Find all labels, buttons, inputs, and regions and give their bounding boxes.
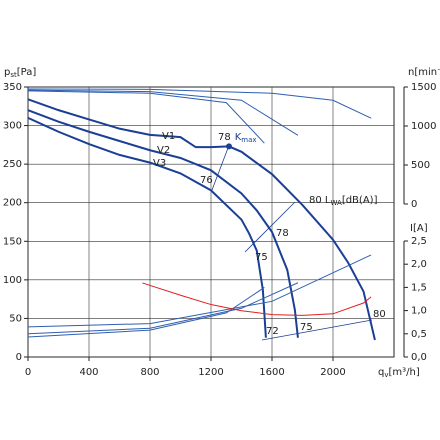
label-part: [Pa] bbox=[17, 67, 37, 78]
y-tick-label: 200 bbox=[3, 198, 22, 209]
x-tick-label: 1200 bbox=[198, 367, 223, 378]
series-line bbox=[142, 282, 372, 316]
y-tick-label: 250 bbox=[3, 159, 22, 170]
label-part: 80 L bbox=[309, 195, 331, 206]
y2-tick-label: 0 bbox=[411, 199, 417, 210]
y-tick-label: 350 bbox=[3, 82, 22, 93]
sound-level: 75 bbox=[300, 322, 313, 333]
label-sub: max bbox=[241, 136, 256, 144]
n-axis-title: n[min⁻¹] bbox=[408, 67, 440, 78]
sound-level: 75 bbox=[255, 252, 268, 263]
series-line bbox=[27, 88, 372, 119]
label-part: p bbox=[4, 67, 10, 78]
label-sub: st bbox=[10, 71, 17, 79]
x-tick-label: 800 bbox=[140, 367, 159, 378]
label-part: q bbox=[378, 367, 384, 378]
sound-level: 78 bbox=[276, 228, 289, 239]
i-axis-title: I[A] bbox=[410, 223, 428, 234]
series-label: V3 bbox=[153, 158, 166, 169]
label-sub: v bbox=[384, 371, 388, 379]
series-line bbox=[27, 89, 299, 136]
y-tick-label: 100 bbox=[3, 275, 22, 286]
series-label: V2 bbox=[157, 145, 170, 156]
y3-tick-label: 0,5 bbox=[411, 329, 427, 340]
x-tick-label: 1600 bbox=[259, 367, 284, 378]
x-tick-label: 0 bbox=[25, 367, 31, 378]
y3-tick-label: 1,0 bbox=[411, 306, 427, 317]
label-part: [m³/h] bbox=[389, 367, 420, 378]
y-tick-label: 50 bbox=[9, 313, 22, 324]
series-line bbox=[27, 90, 265, 144]
sound-level: 76 bbox=[200, 175, 213, 186]
label-part: 78 bbox=[218, 132, 231, 143]
y-tick-label: 300 bbox=[3, 121, 22, 132]
sound-line bbox=[211, 147, 229, 191]
label: pst[Pa] bbox=[4, 67, 36, 79]
series-line bbox=[27, 109, 299, 338]
y2-tick-label: 1000 bbox=[411, 121, 436, 132]
series-label: V1 bbox=[162, 131, 175, 142]
y3-tick-label: 2,0 bbox=[411, 259, 427, 270]
series-line bbox=[27, 286, 265, 338]
y3-tick-label: 2,5 bbox=[411, 236, 427, 247]
label-part: K bbox=[235, 132, 242, 143]
y2-tick-label: 1500 bbox=[411, 82, 436, 93]
label: 80 LWA[dB(A)] bbox=[309, 195, 378, 207]
series-line bbox=[27, 116, 267, 338]
series-line bbox=[27, 98, 376, 341]
label-sub: WA bbox=[330, 199, 342, 207]
label: qv[m³/h] bbox=[378, 367, 420, 379]
y2-tick-label: 500 bbox=[411, 160, 430, 171]
y-tick-label: 0 bbox=[16, 352, 22, 363]
sound-level: 80 bbox=[373, 309, 386, 320]
sound-line bbox=[261, 319, 373, 341]
kmax-label: 78 Kmax bbox=[218, 132, 257, 144]
y-tick-label: 150 bbox=[3, 236, 22, 247]
label-part: [dB(A)] bbox=[342, 195, 378, 206]
x-tick-label: 2000 bbox=[320, 367, 345, 378]
y3-tick-label: 1,5 bbox=[411, 282, 427, 293]
x-tick-label: 400 bbox=[79, 367, 98, 378]
series-line bbox=[27, 282, 299, 335]
series-line bbox=[27, 254, 372, 328]
kmax-point bbox=[225, 143, 232, 150]
sound-level: 72 bbox=[266, 326, 279, 337]
y3-tick-label: 0,0 bbox=[411, 352, 427, 363]
